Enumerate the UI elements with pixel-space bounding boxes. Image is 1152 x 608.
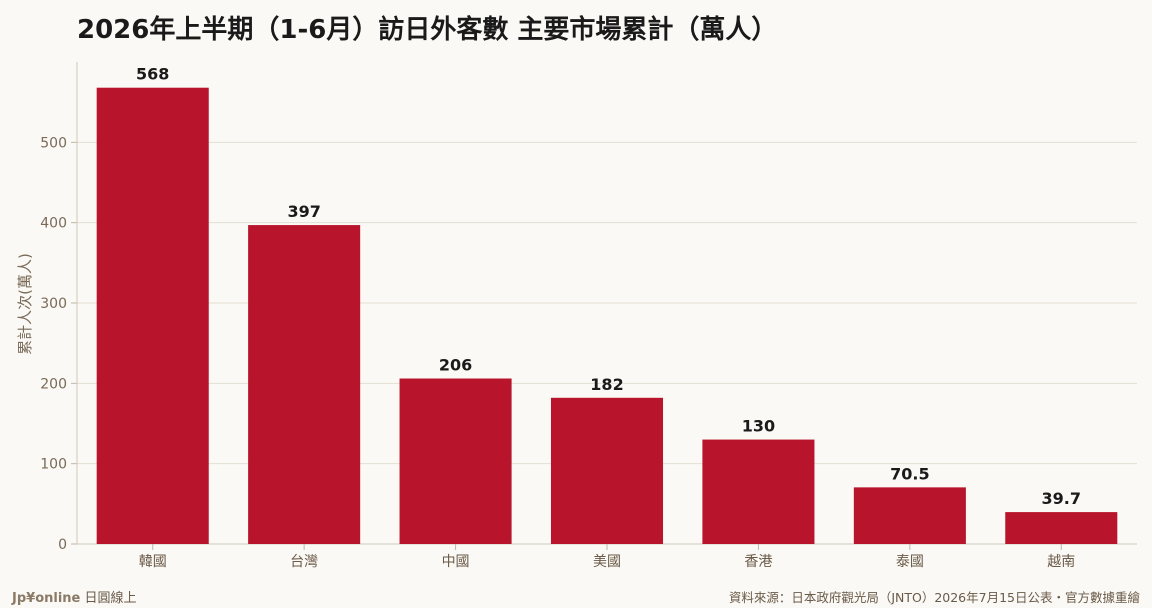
category-label-2: 台灣 (290, 554, 318, 570)
bar-7 (1005, 512, 1118, 544)
chart-title: 2026年上半期（1-6月）訪日外客數 主要市場累計（萬人） (77, 15, 778, 45)
y-tick-label: 400 (40, 216, 67, 232)
category-label-1: 韓國 (139, 554, 167, 570)
labels: 568 韓國 397 台灣 206 中國 182 美國 130 香港 70.5 泰國 39.7 越南 (136, 65, 1081, 570)
y-tick-label: 100 (40, 457, 67, 473)
bar-6 (853, 487, 966, 544)
value-label-2: 397 (287, 202, 320, 221)
brand-suffix: 日圓線上 (84, 591, 137, 606)
bar-5 (702, 439, 815, 544)
footer-source: 資料來源：日本政府觀光局（JNTO）2026年7月15日公表・官方數據重繪 (728, 590, 1140, 605)
category-label-7: 越南 (1047, 554, 1075, 570)
y-tick-label: 300 (40, 296, 67, 312)
value-label-5: 130 (742, 417, 775, 436)
bar-4 (550, 397, 664, 544)
bar-2 (248, 225, 361, 544)
bar-chart: 0 100 200 300 400 500 568 韓國 397 台灣 206 中國 182 美國 130… (16, 62, 1137, 570)
y-axis-label: 累計人次(萬人) (16, 253, 34, 355)
category-label-4: 美國 (593, 554, 621, 570)
bar-1 (96, 87, 209, 544)
value-label-7: 39.7 (1042, 489, 1081, 508)
bar-3 (399, 378, 512, 544)
value-label-4: 182 (590, 375, 623, 394)
footer-brand: Jp¥online 日圓線上 (12, 587, 137, 606)
bars (96, 87, 1118, 544)
brand-logo-text: Jp¥online (12, 591, 81, 606)
y-tick-label: 200 (40, 376, 67, 392)
category-label-3: 中國 (442, 554, 470, 570)
category-label-6: 泰國 (896, 554, 924, 570)
y-tick-label: 0 (58, 537, 67, 553)
value-label-3: 206 (439, 356, 472, 375)
value-label-6: 70.5 (890, 464, 929, 483)
category-label-5: 香港 (744, 554, 772, 570)
y-tick-label: 500 (40, 135, 67, 151)
value-label-1: 568 (136, 65, 169, 84)
